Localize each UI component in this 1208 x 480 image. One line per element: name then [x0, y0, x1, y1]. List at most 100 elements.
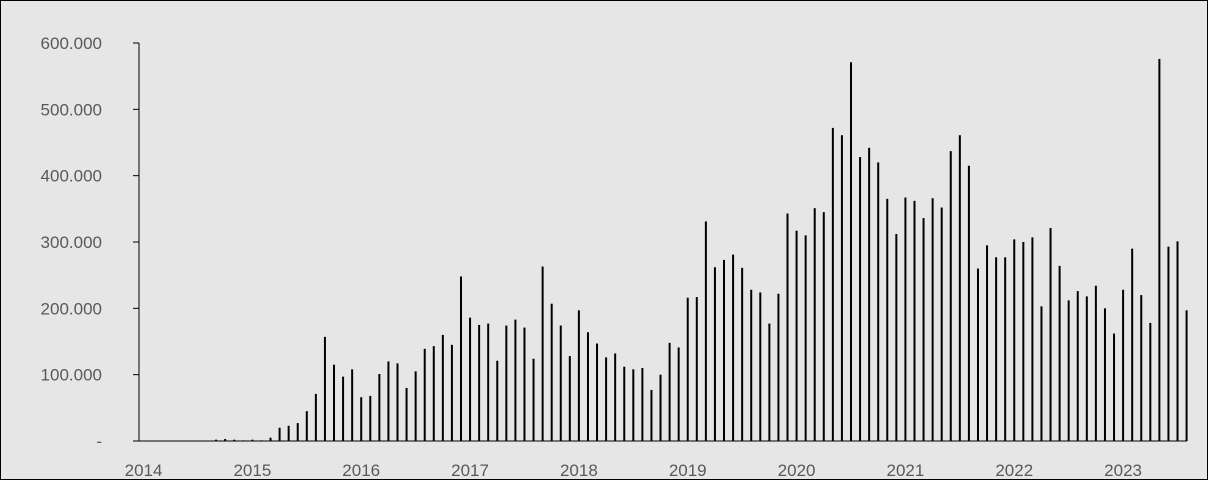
x-tick-label: 2022	[995, 461, 1033, 479]
bar	[986, 245, 989, 441]
bar	[1040, 306, 1043, 441]
bar	[1122, 289, 1125, 441]
bar	[1113, 333, 1116, 441]
bar	[423, 348, 426, 441]
bar	[487, 323, 490, 441]
bar	[1049, 228, 1052, 441]
bar	[1058, 265, 1061, 441]
bar	[822, 212, 825, 441]
bar	[641, 368, 644, 441]
bar	[913, 200, 916, 441]
bar	[550, 303, 553, 441]
bar	[831, 127, 834, 441]
bar	[659, 374, 662, 441]
bar	[296, 423, 299, 441]
bar	[904, 197, 907, 441]
bar	[478, 324, 481, 441]
bar	[768, 323, 771, 441]
bar	[931, 198, 934, 441]
y-tick-label: 300.000	[41, 233, 102, 252]
bar	[895, 234, 898, 441]
bar	[396, 363, 399, 441]
bar	[750, 289, 753, 441]
bar	[686, 297, 689, 441]
bar	[469, 317, 472, 441]
x-tick-label: 2017	[451, 461, 489, 479]
bar	[967, 165, 970, 441]
bar	[387, 361, 390, 441]
bar	[868, 147, 871, 441]
bar	[668, 342, 671, 441]
bar	[405, 387, 408, 441]
y-tick-label: -	[96, 432, 102, 451]
bar	[795, 230, 798, 441]
bar	[432, 346, 435, 441]
bar	[1167, 246, 1170, 441]
bar	[1103, 308, 1106, 441]
bar	[786, 213, 789, 441]
bar	[1158, 58, 1161, 442]
bar	[532, 358, 535, 441]
bar	[995, 257, 998, 441]
bar	[1094, 285, 1097, 441]
y-axis: - 100.000 200.000 300.000 400.000 500.000 600.…	[41, 34, 139, 451]
bar	[1076, 291, 1079, 441]
bar	[949, 151, 952, 441]
bar	[450, 344, 453, 441]
bar	[713, 267, 716, 441]
bar	[1140, 295, 1143, 441]
bar	[505, 325, 508, 441]
y-tick-label: 500.000	[41, 100, 102, 119]
bar	[287, 425, 290, 441]
bar	[1022, 242, 1025, 441]
bar	[632, 369, 635, 441]
bar	[605, 357, 608, 441]
bar	[233, 439, 236, 441]
bar	[1131, 248, 1134, 441]
bar	[1185, 310, 1188, 441]
bar	[695, 297, 698, 441]
bar	[496, 360, 499, 441]
bar	[215, 439, 218, 441]
bar	[577, 310, 580, 441]
x-tick-label: 2015	[233, 461, 271, 479]
bar	[886, 198, 889, 441]
bar	[369, 395, 372, 441]
bar	[723, 259, 726, 441]
bar	[958, 135, 961, 441]
bar	[441, 334, 444, 441]
bar	[378, 374, 381, 441]
bar	[777, 293, 780, 441]
y-tick-label: 600.000	[41, 34, 102, 53]
bar	[314, 393, 317, 441]
bar	[650, 389, 653, 441]
bar	[1004, 257, 1007, 441]
bar	[333, 364, 336, 441]
bar	[704, 221, 707, 441]
bar	[459, 276, 462, 441]
x-tick-label: 2014	[125, 461, 163, 479]
bar	[1085, 296, 1088, 441]
bar	[804, 235, 807, 441]
x-tick-label: 2020	[778, 461, 816, 479]
bar	[568, 356, 571, 441]
x-tick-label: 2018	[560, 461, 598, 479]
bar	[305, 411, 308, 441]
bar	[514, 319, 517, 441]
bar	[1031, 237, 1034, 441]
bar	[414, 371, 417, 441]
bar	[732, 254, 735, 441]
x-tick-label: 2021	[887, 461, 925, 479]
bar	[741, 267, 744, 441]
bar	[1149, 322, 1152, 441]
bar	[269, 437, 272, 441]
bar	[559, 325, 562, 441]
bar	[940, 207, 943, 441]
bar	[323, 336, 326, 441]
bar	[976, 268, 979, 441]
bar	[840, 135, 843, 441]
bar	[1013, 239, 1016, 441]
x-tick-label: 2016	[342, 461, 380, 479]
bar	[614, 353, 617, 441]
